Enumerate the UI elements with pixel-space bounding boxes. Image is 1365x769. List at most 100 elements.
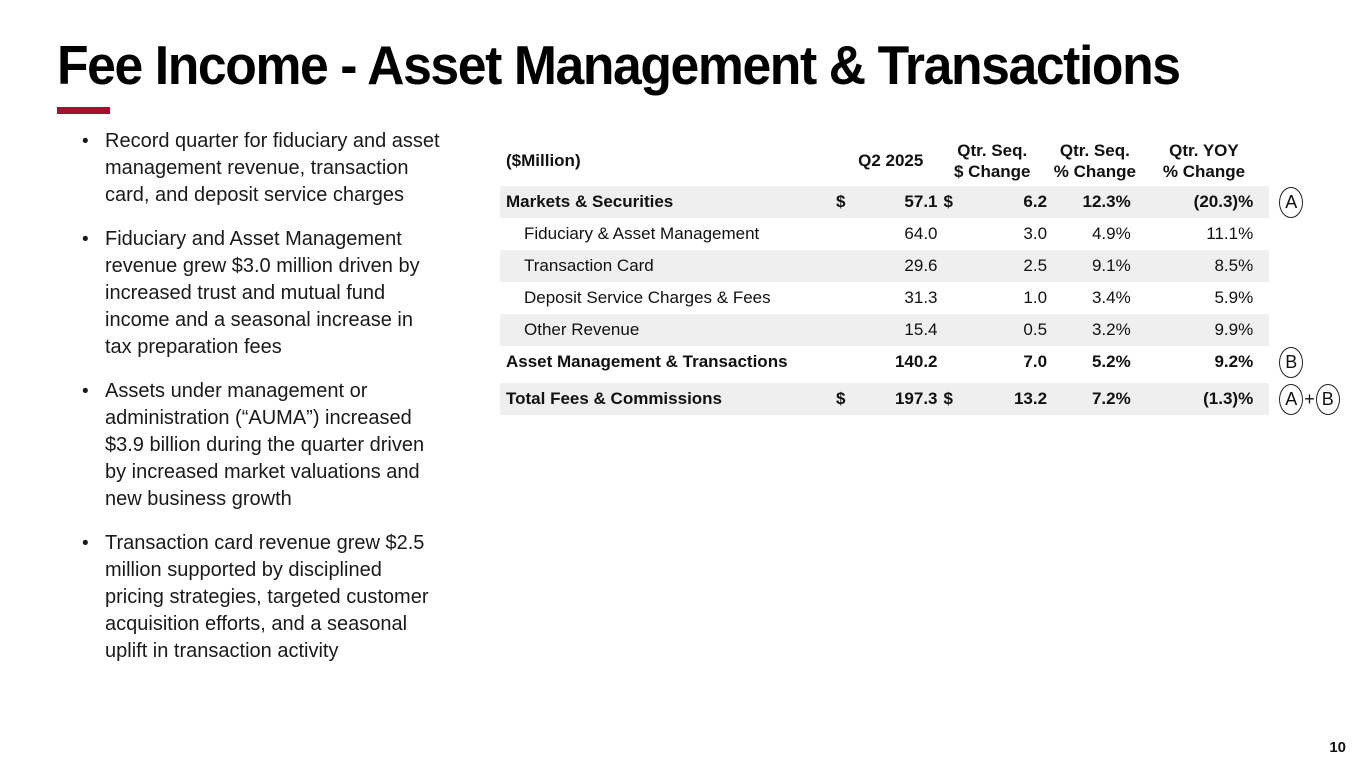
- note-annotation: A + B: [1269, 383, 1365, 415]
- q2-value: 197.3: [859, 383, 938, 415]
- dollar-sign: $: [937, 383, 974, 415]
- dollar-sign: $: [937, 186, 974, 218]
- yoy-pct-change: 9.2%: [1214, 352, 1254, 371]
- yoy-pct-change: 9.9%: [1142, 314, 1270, 346]
- fee-income-table: ($Million) Q2 2025 Qtr. Seq. $ Change Qt…: [500, 135, 1365, 415]
- dollar-sign: [938, 218, 974, 250]
- row-label: Fiduciary & Asset Management: [524, 224, 760, 243]
- seq-dollar-change: 7.0: [1023, 352, 1048, 371]
- seq-pct-change: 9.1%: [1047, 250, 1143, 282]
- dollar-sign: [830, 282, 860, 314]
- bullet-icon: •: [82, 131, 89, 152]
- dollar-sign: [937, 250, 974, 282]
- column-header-yoy-pct-change: Qtr. YOY % Change: [1143, 135, 1270, 186]
- seq-pct-change: 7.2%: [1047, 383, 1143, 415]
- dollar-sign: [829, 314, 860, 346]
- bullet-list: • Record quarter for fiduciary and asset…: [82, 128, 442, 682]
- header-line-2: % Change: [1053, 161, 1136, 181]
- column-header-seq-dollar-change: Qtr. Seq. $ Change: [938, 135, 1048, 186]
- yoy-pct-change: 8.5%: [1142, 250, 1270, 282]
- dollar-sign: [937, 314, 974, 346]
- note-annotation: [1269, 314, 1365, 346]
- table-row-asset-management-transactions: Asset Management & Transactions 140.2 7.…: [500, 346, 1365, 378]
- seq-dollar-change: 1.0: [1023, 288, 1048, 307]
- seq-pct-change: 3.2%: [1047, 314, 1143, 346]
- dollar-sign: $: [829, 186, 860, 218]
- table-row-transaction-card: Transaction Card 29.6 2.5 9.1% 8.5%: [500, 250, 1365, 282]
- row-label: Asset Management & Transactions: [506, 352, 788, 371]
- list-item: • Fiduciary and Asset Management revenue…: [82, 226, 442, 361]
- note-annotation: A: [1269, 186, 1365, 218]
- column-header-unit: ($Million): [506, 151, 581, 170]
- bullet-icon: •: [82, 229, 89, 250]
- dollar-sign: [829, 250, 860, 282]
- bullet-text: Record quarter for fiduciary and asset m…: [105, 130, 440, 206]
- page-title: Fee Income - Asset Management & Transact…: [57, 34, 1181, 96]
- column-header-q2-2025: Q2 2025: [858, 151, 924, 170]
- list-item: • Transaction card revenue grew $2.5 mil…: [82, 530, 442, 665]
- dollar-sign: [938, 346, 974, 378]
- bullet-text: Assets under management or administratio…: [105, 380, 425, 510]
- yoy-pct-change: 11.1%: [1206, 224, 1254, 243]
- dollar-sign: [830, 346, 860, 378]
- header-line-2: $ Change: [954, 161, 1031, 181]
- q2-value: 29.6: [859, 250, 938, 282]
- seq-pct-change: 5.2%: [1091, 352, 1131, 371]
- plus-sign: +: [1304, 388, 1315, 409]
- seq-dollar-change: 13.2: [973, 383, 1048, 415]
- table-row-markets-securities: Markets & Securities $ 57.1 $ 6.2 12.3% …: [500, 186, 1365, 218]
- dollar-sign: [938, 282, 974, 314]
- q2-value: 31.3: [904, 288, 938, 307]
- note-annotation: B: [1269, 346, 1365, 378]
- yoy-pct-change: (1.3)%: [1142, 383, 1270, 415]
- header-line-1: Qtr. Seq.: [957, 140, 1028, 160]
- dollar-sign: $: [829, 383, 860, 415]
- seq-dollar-change: 2.5: [973, 250, 1048, 282]
- seq-dollar-change: 0.5: [973, 314, 1048, 346]
- list-item: • Assets under management or administrat…: [82, 378, 442, 513]
- row-label: Markets & Securities: [500, 186, 830, 218]
- row-label: Transaction Card: [500, 250, 830, 282]
- column-header-seq-pct-change: Qtr. Seq. % Change: [1047, 135, 1143, 186]
- note-annotation: [1269, 282, 1365, 314]
- title-accent-bar: [57, 107, 110, 114]
- circled-letter-b: B: [1279, 346, 1304, 378]
- seq-dollar-change: 6.2: [973, 186, 1048, 218]
- header-line-1: Qtr. Seq.: [1059, 140, 1130, 160]
- header-line-2: % Change: [1162, 161, 1246, 181]
- row-label: Deposit Service Charges & Fees: [524, 288, 771, 307]
- q2-value: 57.1: [859, 186, 938, 218]
- q2-value: 140.2: [894, 352, 938, 371]
- header-line-1: Qtr. YOY: [1169, 140, 1239, 160]
- table-header-row: ($Million) Q2 2025 Qtr. Seq. $ Change Qt…: [500, 135, 1365, 186]
- table-row-total-fees-commissions: Total Fees & Commissions $ 197.3 $ 13.2 …: [500, 383, 1365, 415]
- yoy-pct-change: (20.3)%: [1142, 186, 1270, 218]
- table-row-deposit-service-charges: Deposit Service Charges & Fees 31.3 1.0 …: [500, 282, 1365, 314]
- table-row-fiduciary-asset-management: Fiduciary & Asset Management 64.0 3.0 4.…: [500, 218, 1365, 250]
- circled-letter-b: B: [1315, 383, 1340, 415]
- bullet-text: Transaction card revenue grew $2.5 milli…: [105, 532, 429, 662]
- q2-value: 15.4: [859, 314, 938, 346]
- note-annotation: [1269, 250, 1365, 282]
- bullet-text: Fiduciary and Asset Management revenue g…: [105, 228, 420, 358]
- seq-pct-change: 3.4%: [1091, 288, 1131, 307]
- dollar-sign: [830, 218, 860, 250]
- list-item: • Record quarter for fiduciary and asset…: [82, 128, 442, 209]
- row-label: Total Fees & Commissions: [500, 383, 830, 415]
- note-annotation: [1269, 218, 1365, 250]
- bullet-icon: •: [82, 533, 89, 554]
- seq-dollar-change: 3.0: [1023, 224, 1048, 243]
- table-row-other-revenue: Other Revenue 15.4 0.5 3.2% 9.9%: [500, 314, 1365, 346]
- circled-letter-a: A: [1279, 383, 1304, 415]
- bullet-icon: •: [82, 381, 89, 402]
- yoy-pct-change: 5.9%: [1214, 288, 1254, 307]
- q2-value: 64.0: [904, 224, 938, 243]
- seq-pct-change: 12.3%: [1047, 186, 1143, 218]
- page-number: 10: [1329, 739, 1346, 756]
- row-label: Other Revenue: [500, 314, 830, 346]
- table-spacer-row: [500, 378, 1365, 383]
- circled-letter-a: A: [1279, 186, 1304, 218]
- column-header-notes: [1269, 135, 1365, 186]
- seq-pct-change: 4.9%: [1091, 224, 1131, 243]
